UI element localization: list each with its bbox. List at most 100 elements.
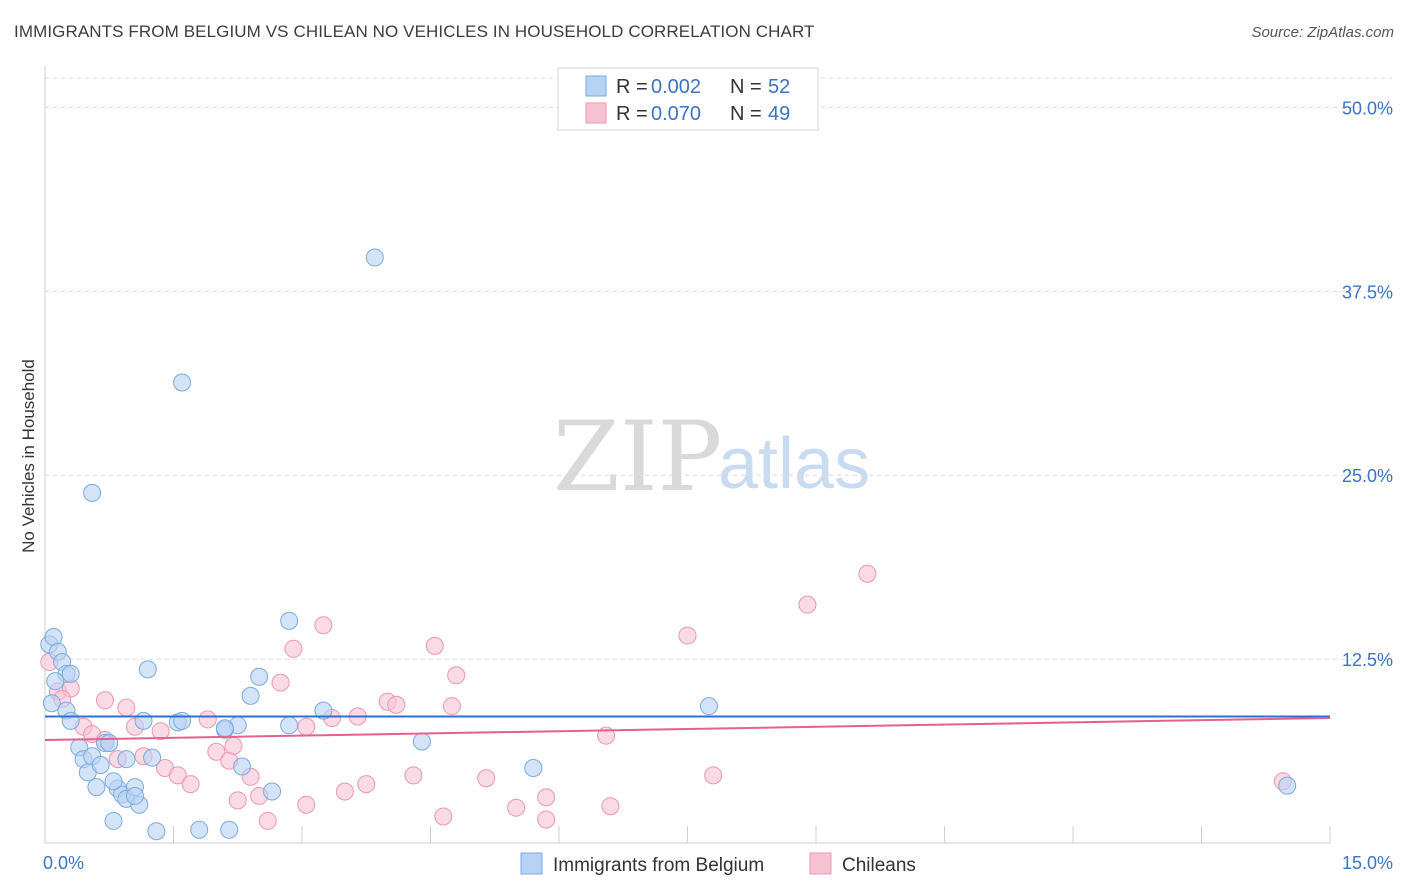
legend-r-value-chile: 0.070 (651, 103, 701, 125)
belgium-point (263, 782, 282, 801)
series-legend-swatch-chile (809, 852, 832, 875)
belgium-point (250, 667, 269, 686)
y-tick-label: 25.0% (1342, 466, 1393, 486)
chart-title: IMMIGRANTS FROM BELGIUM VS CHILEAN NO VE… (14, 22, 815, 41)
legend-n-value-chile: 49 (768, 103, 790, 125)
chile-point (447, 666, 466, 685)
chile-point (858, 564, 877, 583)
x-tick-label: 0.0% (43, 853, 84, 873)
legend-r-label-chile: R = (616, 103, 648, 125)
belgium-point (117, 750, 136, 769)
series-chileans (40, 564, 1292, 830)
chile-point (95, 691, 114, 710)
belgium-point (173, 373, 192, 392)
belgium-point (134, 711, 153, 730)
chile-point (181, 775, 200, 794)
y-axis-label: No Vehicles in Household (19, 359, 38, 553)
chile-point (425, 636, 444, 655)
x-tick-label: 15.0% (1342, 853, 1393, 873)
belgium-point (412, 732, 431, 751)
chile-point (198, 710, 217, 729)
belgium-point (220, 820, 239, 839)
belgium-point (1278, 776, 1297, 795)
chile-point (297, 795, 316, 814)
belgium-point (280, 611, 299, 630)
chile-point (314, 616, 333, 635)
chile-point (442, 697, 461, 716)
chile-point (357, 775, 376, 794)
tick-labels: 12.5% 25.0% 37.5% 50.0% 0.0% 15.0% (43, 98, 1393, 873)
source-attribution: Source: ZipAtlas.com (1251, 24, 1394, 41)
belgium-point (138, 660, 157, 679)
chile-point (335, 782, 354, 801)
chile-point (228, 791, 247, 810)
watermark: ZIP atlas (553, 401, 870, 513)
chile-point (207, 742, 226, 761)
belgium-point (280, 716, 299, 735)
belgium-point (314, 701, 333, 720)
y-tick-label: 37.5% (1342, 282, 1393, 302)
chile-point (151, 722, 170, 741)
belgium-point (87, 778, 106, 797)
chile-point (798, 595, 817, 614)
chile-point (404, 766, 423, 785)
belgium-point (61, 711, 80, 730)
belgium-point (104, 811, 123, 830)
chile-point (117, 698, 136, 717)
chile-point (537, 788, 556, 807)
axes (44, 66, 1331, 844)
chile-point (258, 811, 277, 830)
chile-point (678, 626, 697, 645)
series-legend: Immigrants from Belgium Chileans (520, 852, 916, 876)
chile-point (477, 769, 496, 788)
legend-swatch-chile (585, 102, 607, 124)
series-legend-label-belgium: Immigrants from Belgium (553, 855, 764, 876)
belgium-point (125, 786, 144, 805)
belgium-point (100, 733, 119, 752)
belgium-point (61, 664, 80, 683)
chile-point (601, 797, 620, 816)
belgium-point (147, 822, 166, 841)
belgium-point (241, 686, 260, 705)
belgium-point (173, 711, 192, 730)
chile-point (168, 766, 187, 785)
chile-point (507, 798, 526, 817)
legend-n-value-belgium: 52 (768, 76, 790, 98)
belgium-point (104, 772, 123, 791)
belgium-point (42, 694, 61, 713)
watermark-zip: ZIP (553, 401, 722, 513)
series-legend-label-chile: Chileans (842, 855, 916, 876)
trend-lines (44, 715, 1331, 742)
belgium-point (699, 697, 718, 716)
belgium-point (215, 719, 234, 738)
chile-point (537, 810, 556, 829)
belgium-point (190, 820, 209, 839)
legend-swatch-belgium (585, 75, 607, 97)
trend-line-chile (44, 716, 1331, 742)
chile-point (224, 736, 243, 755)
legend-n-label-belgium: N = (730, 76, 762, 98)
y-tick-label: 50.0% (1342, 98, 1393, 118)
belgium-point (233, 757, 252, 776)
correlation-legend: R = 0.002 N = 52 R = 0.070 N = 49 (557, 67, 819, 131)
belgium-point (46, 672, 65, 691)
belgium-point (524, 758, 543, 777)
legend-r-value-belgium: 0.002 (651, 76, 701, 98)
belgium-point (91, 756, 110, 775)
chile-point (284, 639, 303, 658)
chile-point (434, 807, 453, 826)
chile-point (271, 673, 290, 692)
chile-point (704, 766, 723, 785)
belgium-point (143, 748, 162, 767)
belgium-point (365, 248, 384, 267)
series-legend-swatch-belgium (520, 852, 543, 875)
y-tick-label: 12.5% (1342, 650, 1393, 670)
chile-point (387, 695, 406, 714)
chile-point (297, 717, 316, 736)
legend-r-label-belgium: R = (616, 76, 648, 98)
gridlines (45, 77, 1392, 660)
legend-n-label-chile: N = (730, 103, 762, 125)
belgium-point (83, 483, 102, 502)
watermark-atlas: atlas (718, 424, 870, 504)
